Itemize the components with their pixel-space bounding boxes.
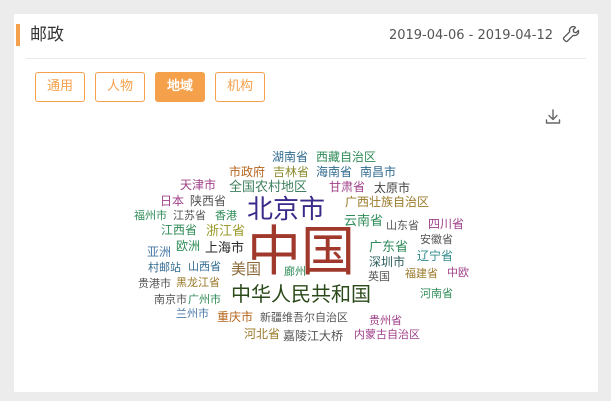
cloud-word[interactable]: 新疆维吾尔自治区 bbox=[260, 311, 348, 324]
cloud-word[interactable]: 西藏自治区 bbox=[316, 150, 377, 164]
cloud-word[interactable]: 山西省 bbox=[188, 260, 221, 273]
cloud-word[interactable]: 海南省 bbox=[316, 165, 353, 179]
download-icon[interactable] bbox=[544, 108, 562, 126]
header-divider bbox=[26, 58, 586, 59]
panel-card: 邮政 2019-04-06 - 2019-04-12 通用 人物 地域 机构 湖… bbox=[14, 14, 598, 392]
cloud-word[interactable]: 北京市 bbox=[247, 195, 326, 225]
cloud-word[interactable]: 四川省 bbox=[428, 217, 465, 231]
cloud-word[interactable]: 陕西省 bbox=[190, 194, 227, 208]
cloud-word[interactable]: 天津市 bbox=[180, 178, 217, 192]
panel-header: 邮政 2019-04-06 - 2019-04-12 bbox=[14, 14, 598, 58]
cloud-word[interactable]: 村邮站 bbox=[148, 261, 181, 274]
cloud-word[interactable]: 黑龙江省 bbox=[176, 276, 220, 289]
wrench-icon[interactable] bbox=[562, 25, 580, 43]
cloud-word[interactable]: 南京市 bbox=[154, 293, 187, 306]
cloud-word[interactable]: 广州市 bbox=[188, 293, 221, 306]
cloud-word[interactable]: 浙江省 bbox=[206, 224, 246, 239]
panel-title: 邮政 bbox=[30, 25, 64, 45]
cloud-word[interactable]: 深圳市 bbox=[369, 255, 406, 269]
cloud-word[interactable]: 云南省 bbox=[344, 214, 384, 229]
tab-general[interactable]: 通用 bbox=[35, 72, 85, 102]
cloud-word[interactable]: 香港 bbox=[215, 209, 237, 222]
cloud-word[interactable]: 福建省 bbox=[405, 267, 438, 280]
cloud-word[interactable]: 全国农村地区 bbox=[229, 180, 308, 195]
title-accent-bar bbox=[16, 24, 20, 46]
tab-region[interactable]: 地域 bbox=[155, 72, 205, 102]
cloud-word[interactable]: 江苏省 bbox=[173, 209, 206, 222]
cloud-word[interactable]: 上海市 bbox=[205, 241, 245, 256]
cloud-word[interactable]: 甘肃省 bbox=[329, 180, 366, 194]
cloud-word[interactable]: 英国 bbox=[368, 270, 390, 283]
word-cloud: 湖南省 西藏自治区 市政府 吉林省 海南省 南昌市 天津市 全国农村地区 甘肃省… bbox=[14, 14, 598, 392]
cloud-word[interactable]: 江西省 bbox=[161, 223, 198, 237]
cloud-word[interactable]: 贵港市 bbox=[138, 277, 171, 290]
cloud-word[interactable]: 广西壮族自治区 bbox=[345, 195, 430, 209]
cloud-word[interactable]: 欧洲 bbox=[176, 239, 201, 253]
cloud-word[interactable]: 嘉陵江大桥 bbox=[283, 329, 344, 343]
cloud-word[interactable]: 辽宁省 bbox=[417, 249, 454, 263]
cloud-word[interactable]: 太原市 bbox=[374, 181, 411, 195]
cloud-word[interactable]: 重庆市 bbox=[217, 310, 254, 324]
cloud-word[interactable]: 美国 bbox=[231, 260, 262, 278]
tab-people[interactable]: 人物 bbox=[95, 72, 145, 102]
cloud-word[interactable]: 安徽省 bbox=[420, 233, 453, 246]
cloud-word[interactable]: 日本 bbox=[160, 194, 185, 208]
cloud-word[interactable]: 吉林省 bbox=[273, 165, 310, 179]
cloud-word[interactable]: 市政府 bbox=[229, 165, 266, 179]
cloud-word[interactable]: 河北省 bbox=[244, 327, 281, 341]
cloud-word[interactable]: 福州市 bbox=[134, 209, 167, 222]
cloud-word[interactable]: 山东省 bbox=[386, 219, 419, 232]
cloud-word[interactable]: 兰州市 bbox=[176, 307, 209, 320]
cloud-word[interactable]: 中欧 bbox=[447, 266, 469, 279]
cloud-word[interactable]: 中华人民共和国 bbox=[231, 282, 371, 306]
cloud-word[interactable]: 廊州 bbox=[284, 265, 306, 278]
cloud-word[interactable]: 贵州省 bbox=[369, 314, 402, 327]
cloud-word[interactable]: 内蒙古自治区 bbox=[354, 328, 420, 341]
cloud-word[interactable]: 中国 bbox=[247, 220, 355, 283]
cloud-word[interactable]: 亚洲 bbox=[147, 245, 172, 259]
cloud-word[interactable]: 广东省 bbox=[369, 240, 409, 255]
date-range: 2019-04-06 - 2019-04-12 bbox=[388, 28, 553, 43]
cloud-word[interactable]: 南昌市 bbox=[360, 165, 397, 179]
cloud-word[interactable]: 河南省 bbox=[420, 287, 453, 300]
cloud-word[interactable]: 湖南省 bbox=[272, 150, 309, 164]
tab-organization[interactable]: 机构 bbox=[215, 72, 265, 102]
